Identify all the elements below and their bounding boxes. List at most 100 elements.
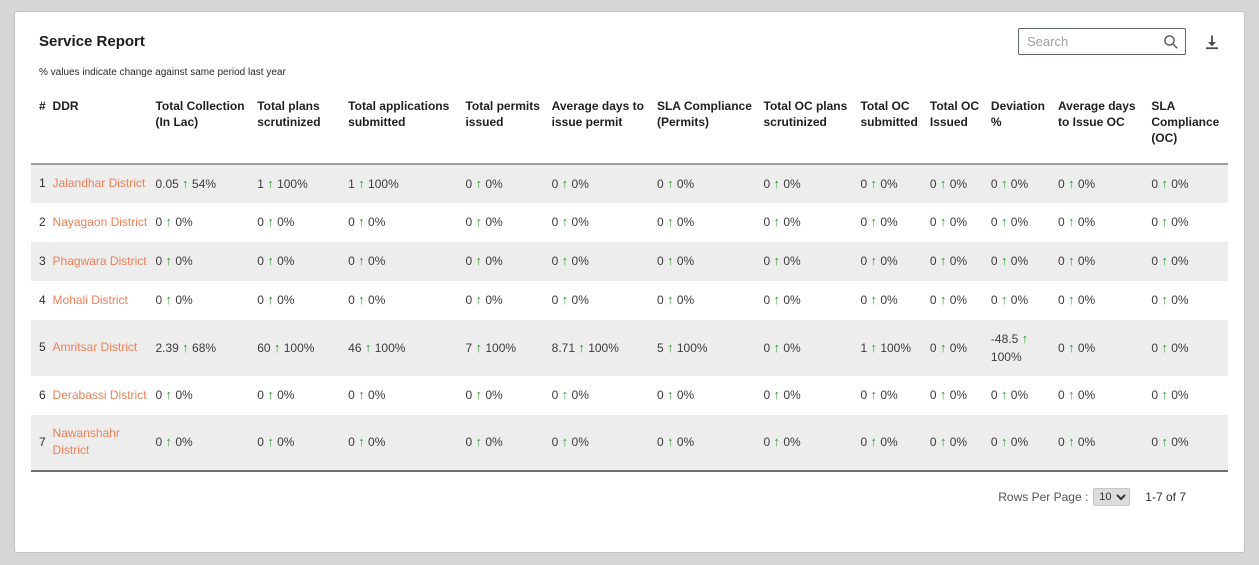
metric-percent: 100% [588,340,619,355]
metric-value: 0 [348,293,355,308]
district-link[interactable]: Nawanshahr District [52,426,120,458]
row-index: 1 [39,176,46,191]
column-header-total-collection: Total Collection (In Lac) [155,99,245,130]
metric-value: 0 [1057,340,1065,355]
metric-cell: 0 ↑ 0% [1058,242,1151,281]
metric-value: 0 [551,434,559,449]
metric-cell: 0 ↑ 0% [764,376,861,415]
metric-cell: 0 ↑ 0% [465,203,551,242]
metric-percent: 100% [485,340,517,355]
metric-cell: 0 ↑ 0% [348,376,465,415]
metric-cell: 0 ↑ 0% [657,242,764,281]
metric-percent: 0% [949,215,968,230]
up-arrow-icon: ↑ [1067,339,1075,355]
column-header-total-oc-issued: Total OC Issued [929,99,979,130]
up-arrow-icon: ↑ [273,339,281,355]
up-arrow-icon: ↑ [667,433,674,449]
metric-percent: 0% [949,434,968,449]
metric-percent: 0% [485,434,503,449]
metric-value: 0 [929,293,937,308]
search-input[interactable] [1018,28,1186,55]
district-link[interactable]: Derabassi District [52,387,147,402]
up-arrow-icon: ↑ [667,339,674,355]
up-arrow-icon: ↑ [475,253,483,269]
district-link[interactable]: Amritsar District [52,340,138,355]
up-arrow-icon: ↑ [358,175,365,191]
metric-cell: 1 ↑ 100% [257,164,348,204]
up-arrow-icon: ↑ [561,387,569,403]
metric-cell: 0 ↑ 0% [552,415,657,471]
metric-percent: 0% [368,293,386,308]
table-row: 2 Nayagaon District 0 ↑ 0% 0 ↑ 0% 0 ↑ 0% 0 ↑ … [31,203,1228,242]
district-link[interactable]: Mohali District [52,292,128,307]
column-header-total-oc-plans-scrutinized: Total OC plans scrutinized [763,99,848,130]
up-arrow-icon: ↑ [1000,214,1008,230]
metric-percent: 0% [277,434,295,449]
metric-percent: 0% [676,293,695,308]
column-header-ddr: DDR [52,99,79,113]
up-arrow-icon: ↑ [475,339,483,355]
up-arrow-icon: ↑ [561,433,569,449]
up-arrow-icon: ↑ [773,175,781,191]
metric-value: 0 [257,293,264,308]
up-arrow-icon: ↑ [358,387,365,403]
up-arrow-icon: ↑ [561,214,569,230]
metric-percent: 0% [1010,215,1029,230]
metric-value: 0 [656,215,664,230]
metric-cell: 0 ↑ 0% [764,203,861,242]
rows-per-page-select[interactable]: 10 [1093,487,1131,506]
metric-cell: 0 ↑ 0% [552,376,657,415]
metric-percent: 0% [949,254,968,269]
up-arrow-icon: ↑ [870,433,877,449]
metric-cell: 0 ↑ 0% [991,164,1058,204]
up-arrow-icon: ↑ [773,253,781,269]
metric-percent: 0% [880,388,898,403]
district-link[interactable]: Jalandhar District [52,176,146,191]
download-button[interactable] [1204,34,1220,50]
metric-value: 0 [1057,215,1065,230]
table-row: 5 Amritsar District 2.39 ↑ 68% 60 ↑ 100% 46 … [31,319,1228,377]
metric-percent: 0% [676,388,695,403]
metric-cell: 46 ↑ 100% [348,320,465,376]
metric-percent: 0% [571,434,589,449]
metric-percent: 0% [880,215,898,230]
metric-value: 0 [551,254,559,269]
district-link[interactable]: Phagwara District [52,253,147,268]
up-arrow-icon: ↑ [267,292,274,308]
metric-cell: 0 ↑ 0% [1151,320,1228,376]
metric-percent: 0% [571,215,589,230]
metric-cell: 0 ↑ 0% [155,415,257,471]
district-cell: Derabassi District [53,376,156,415]
metric-percent: 100% [368,176,399,191]
column-header-sla-compliance-oc: SLA Compliance (OC) [1151,99,1220,146]
metric-cell: 0 ↑ 0% [764,164,861,204]
up-arrow-icon: ↑ [939,339,947,355]
metric-cell: 0 ↑ 0% [1058,164,1151,204]
metric-cell: 0 ↑ 0% [991,376,1058,415]
metric-cell: 0 ↑ 0% [657,376,764,415]
district-link[interactable]: Nayagaon District [52,215,148,230]
up-arrow-icon: ↑ [182,339,189,355]
metric-value: 8.71 [551,340,575,355]
metric-value: 0 [860,176,868,191]
metric-value: 0 [1057,293,1065,308]
pagination-footer: Rows Per Page : 10 1-7 of 7 [31,472,1228,506]
up-arrow-icon: ↑ [773,292,781,308]
metric-cell: 0 ↑ 0% [348,242,465,281]
metric-percent: 0% [949,340,968,355]
metric-percent: 0% [1171,434,1189,449]
metric-cell: 0 ↑ 0% [860,281,929,320]
metric-percent: 0% [783,340,801,355]
up-arrow-icon: ↑ [939,387,947,403]
metric-value: 0 [929,388,937,403]
search-box [1018,28,1186,55]
metric-cell: 0 ↑ 0% [930,164,991,204]
metric-cell: 0 ↑ 0% [465,281,551,320]
up-arrow-icon: ↑ [1067,433,1075,449]
metric-percent: 0% [1010,176,1029,191]
up-arrow-icon: ↑ [1161,339,1168,355]
metric-value: 0 [465,176,473,191]
table-body: 1 Jalandhar District 0.05 ↑ 54% 1 ↑ 100% 1 ↑… [31,163,1228,471]
district-cell: Amritsar District [53,320,156,376]
metric-value: 7 [465,340,473,355]
